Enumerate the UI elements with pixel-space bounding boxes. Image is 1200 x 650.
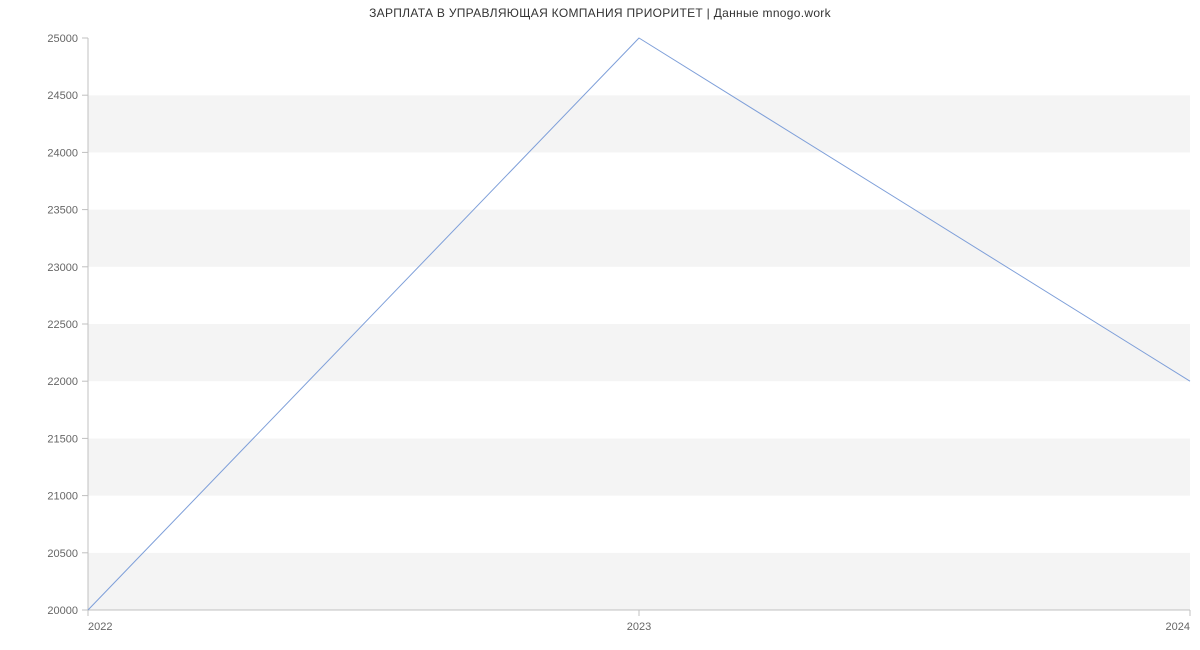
y-tick-label: 22000 bbox=[47, 376, 78, 388]
chart-svg: 20000 20500 21000 21500 22000 22500 23000 23500… bbox=[0, 0, 1200, 650]
grid-band bbox=[88, 553, 1190, 610]
grid-band bbox=[88, 152, 1190, 209]
y-tick-label: 20500 bbox=[47, 548, 78, 560]
grid-band bbox=[88, 496, 1190, 553]
salary-line-chart: ЗАРПЛАТА В УПРАВЛЯЮЩАЯ КОМПАНИЯ ПРИОРИТЕ… bbox=[0, 0, 1200, 650]
y-tick-label: 21000 bbox=[47, 491, 78, 503]
y-tick-label: 24000 bbox=[47, 147, 78, 159]
y-tick-label: 23500 bbox=[47, 205, 78, 217]
y-tick-label: 22500 bbox=[47, 319, 78, 331]
y-tick-label: 23000 bbox=[47, 262, 78, 274]
y-tick-label: 20000 bbox=[47, 605, 78, 617]
grid-band bbox=[88, 324, 1190, 381]
y-tick-label: 21500 bbox=[47, 433, 78, 445]
grid-band bbox=[88, 38, 1190, 95]
grid-band bbox=[88, 267, 1190, 324]
x-tick-label: 2023 bbox=[627, 621, 651, 633]
grid-band bbox=[88, 438, 1190, 495]
grid-band bbox=[88, 210, 1190, 267]
grid-band bbox=[88, 95, 1190, 152]
x-tick-label: 2024 bbox=[1166, 621, 1190, 633]
grid-band bbox=[88, 381, 1190, 438]
y-tick-label: 24500 bbox=[47, 90, 78, 102]
x-tick-label: 2022 bbox=[88, 621, 112, 633]
y-tick-label: 25000 bbox=[47, 33, 78, 45]
